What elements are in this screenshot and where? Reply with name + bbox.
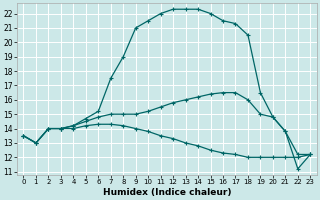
X-axis label: Humidex (Indice chaleur): Humidex (Indice chaleur) bbox=[103, 188, 231, 197]
